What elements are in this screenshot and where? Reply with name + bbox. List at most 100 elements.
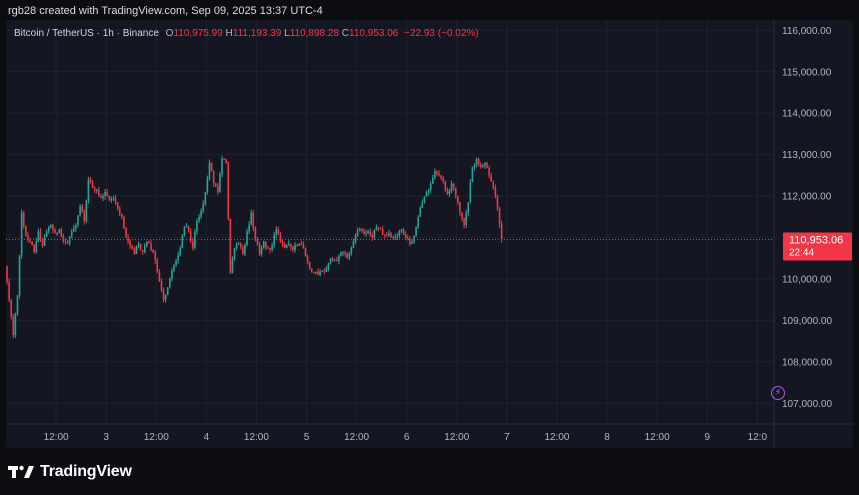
candle-body: [112, 198, 115, 200]
candle-body: [60, 229, 63, 237]
candle-body: [68, 237, 71, 244]
candle-body: [438, 173, 440, 176]
candle-body: [14, 313, 17, 335]
candle-body: [457, 196, 459, 203]
candle-body: [269, 247, 271, 250]
candle-body: [260, 247, 263, 255]
candle-body: [250, 212, 253, 225]
candle-body: [58, 229, 61, 233]
candle-body: [356, 230, 359, 236]
candle-body: [45, 231, 48, 237]
candle-body: [158, 272, 161, 282]
candle-body: [475, 158, 478, 165]
time-tick-label: 7: [504, 432, 510, 443]
candle-body: [160, 281, 163, 291]
candle-body: [446, 190, 449, 195]
candle-body: [492, 181, 495, 188]
candle-body: [89, 179, 92, 184]
candle-body: [173, 265, 175, 271]
price-tick-label: 107,000.00: [782, 399, 832, 410]
candle-body: [64, 241, 67, 243]
candle-body: [317, 271, 319, 275]
candle-body: [102, 196, 104, 199]
candle-body: [20, 212, 23, 256]
candle-body: [486, 162, 488, 168]
candle-body: [256, 239, 259, 245]
candle-body: [202, 203, 205, 211]
candle-body: [467, 202, 470, 213]
candle-body: [454, 187, 457, 197]
candle-body: [200, 210, 202, 217]
candle-body: [463, 218, 465, 226]
candle-body: [371, 234, 374, 238]
brand-name: TradingView: [40, 463, 132, 480]
candle-body: [6, 266, 8, 283]
bar-countdown: 22:44: [789, 247, 814, 258]
candle-body: [302, 243, 305, 248]
candle-body: [367, 231, 369, 233]
candle-body: [427, 189, 430, 192]
candle-body: [169, 279, 171, 288]
candle-body: [398, 230, 401, 236]
candle-body: [248, 224, 250, 232]
candle-body: [231, 259, 234, 273]
candle-body: [338, 256, 340, 261]
candle-body: [127, 237, 129, 242]
candle-body: [217, 186, 219, 192]
candle-body: [415, 226, 417, 236]
candle-body: [171, 270, 173, 280]
candle-body: [346, 253, 349, 259]
candle-body: [181, 235, 184, 248]
candle-body: [52, 225, 54, 230]
candle-body: [304, 247, 307, 257]
candle-body: [244, 244, 246, 255]
candle-body: [383, 234, 386, 236]
candle-body: [114, 198, 117, 203]
candle-body: [279, 234, 282, 242]
candle-body: [22, 212, 25, 227]
candle-body: [108, 195, 111, 201]
candle-body: [421, 202, 424, 208]
candle-body: [91, 183, 94, 188]
candle-body: [29, 239, 31, 242]
candlestick-chart[interactable]: 116,000.00 115,000.00 114,000.00 113,000.00…: [6, 20, 853, 448]
candle-body: [465, 212, 467, 226]
candle-body: [275, 229, 278, 235]
candle-body: [43, 236, 46, 246]
candle-body: [406, 237, 409, 239]
candle-body: [100, 195, 102, 199]
candle-body: [444, 181, 447, 191]
lightning-icon[interactable]: ⚡: [771, 386, 785, 400]
candle-body: [381, 229, 384, 235]
candle-body: [25, 226, 27, 236]
candle-body: [252, 212, 255, 228]
candle-body: [125, 228, 127, 238]
time-tick-label: 12:00: [544, 432, 569, 443]
candle-body: [431, 177, 434, 184]
price-tick-label: 116,000.00: [782, 26, 832, 37]
candle-body: [327, 263, 330, 269]
candle-body: [237, 243, 240, 245]
candle-body: [47, 227, 50, 232]
candle-body: [321, 270, 323, 272]
low-value: 110,898.28: [289, 28, 340, 39]
candle-body: [206, 178, 209, 192]
candle-body: [116, 202, 119, 209]
candle-body: [39, 231, 42, 239]
candle-body: [308, 261, 311, 269]
candle-body: [18, 255, 21, 296]
candle-body: [242, 247, 244, 255]
candle-body: [246, 231, 248, 245]
candle-body: [335, 260, 338, 262]
time-axis: 12:00 3 12:00 4 12:00 5 12:00 6 12:00 7 12:00 8 12:0…: [44, 432, 768, 443]
candle-body: [298, 243, 301, 246]
candle-body: [131, 245, 134, 249]
time-tick-label: 12:0: [748, 432, 768, 443]
candle-body: [411, 242, 413, 244]
chart-pane[interactable]: 116,000.00 115,000.00 114,000.00 113,000.00…: [6, 20, 853, 448]
symbol-label: Bitcoin / TetherUS · 1h · Binance: [14, 28, 159, 39]
candle-body: [121, 214, 123, 217]
candle-body: [35, 241, 38, 253]
candle-body: [189, 231, 192, 242]
candle-body: [137, 243, 140, 247]
